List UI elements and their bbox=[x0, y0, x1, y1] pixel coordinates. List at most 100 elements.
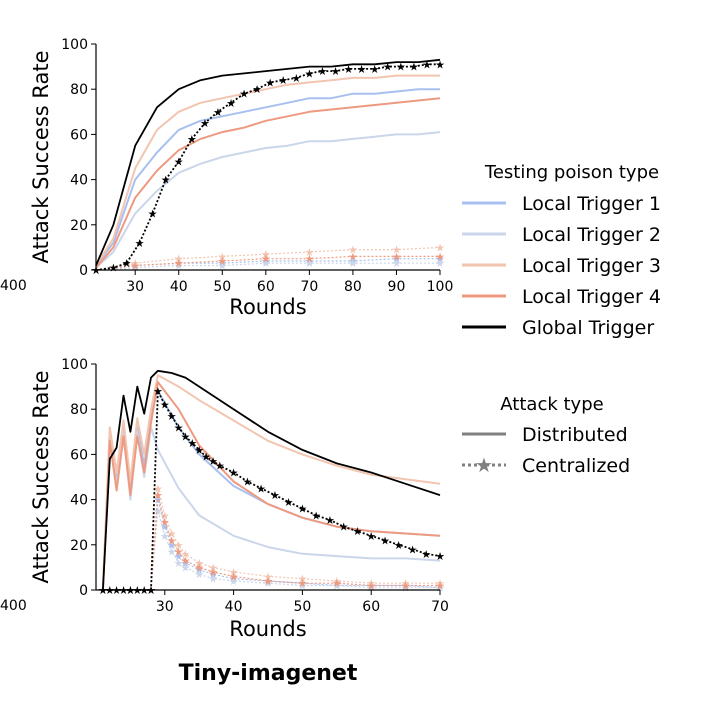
bottom-x-tick-label: 50 bbox=[293, 599, 311, 615]
bottom-point-global-trigger-centralized: ★ bbox=[167, 410, 177, 423]
bottom-point-local-trigger-3-centralized: ★ bbox=[208, 561, 218, 574]
top-point-local-trigger-2-centralized: ★ bbox=[261, 257, 271, 270]
top-point-global-trigger-centralized: ★ bbox=[383, 61, 393, 74]
poison-legend-label-global-trigger: Global Trigger bbox=[522, 317, 654, 339]
bottom-point-local-trigger-3-centralized: ★ bbox=[401, 577, 411, 590]
bottom-y-tick-label: 20 bbox=[70, 538, 88, 554]
bottom-point-local-trigger-4-centralized: ★ bbox=[160, 516, 170, 529]
top-point-local-trigger-2-centralized: ★ bbox=[304, 257, 314, 270]
top-point-local-trigger-3-centralized: ★ bbox=[130, 257, 140, 270]
poison-legend-label-local-trigger-4: Local Trigger 4 bbox=[522, 286, 661, 308]
bottom-point-global-trigger-centralized: ★ bbox=[180, 430, 190, 443]
bottom-y-tick-label: 100 bbox=[61, 357, 88, 373]
bottom-point-global-trigger-centralized: ★ bbox=[435, 550, 445, 563]
bottom-point-local-trigger-2-centralized: ★ bbox=[174, 557, 184, 570]
bottom-plot-area: ★ ★ ★★★★★★★ ★ ★ ★ ★ ★ ★ ★ ★★ ★ ★★★★★★★ ★ ★ ★ ★ ★ ★ ★ ★★ ★ ★★★★… bbox=[98, 369, 445, 597]
poison-legend-label-local-trigger-2: Local Trigger 2 bbox=[522, 224, 661, 246]
bottom-y-ticks: 0 20 40 60 80 100 bbox=[61, 357, 96, 599]
top-point-global-trigger-centralized: ★ bbox=[344, 63, 354, 76]
top-point-local-trigger-3-centralized: ★ bbox=[348, 244, 358, 257]
bottom-point-local-trigger-4-centralized: ★ bbox=[194, 561, 204, 574]
top-point-global-trigger-centralized: ★ bbox=[422, 58, 432, 71]
top-line-local-trigger-4-distributed bbox=[95, 97, 441, 269]
bottom-y-tick-label: 40 bbox=[70, 493, 88, 509]
top-point-global-trigger-centralized: ★ bbox=[317, 65, 327, 78]
centralized-star-icon: ★ bbox=[475, 453, 493, 477]
bottom-point-local-trigger-3-centralized: ★ bbox=[229, 566, 239, 579]
bottom-point-global-trigger-centralized: ★ bbox=[194, 444, 204, 457]
bottom-x-tick-label: 40 bbox=[225, 599, 243, 615]
top-x-tick-label: 40 bbox=[170, 279, 188, 295]
top-point-global-trigger-centralized: ★ bbox=[239, 88, 249, 101]
bottom-point-local-trigger-2-centralized: ★ bbox=[366, 582, 376, 595]
centralized-legend-label: Centralized bbox=[522, 455, 630, 477]
bottom-point-local-trigger-4-centralized: ★ bbox=[435, 580, 445, 593]
bottom-point-local-trigger-3-centralized: ★ bbox=[180, 548, 190, 561]
bottom-point-global-trigger-centralized: ★ bbox=[153, 385, 163, 398]
bottom-point-global-trigger-centralized: ★ bbox=[174, 421, 184, 434]
top-point-local-trigger-3-centralized: ★ bbox=[435, 241, 445, 254]
top-point-local-trigger-2-centralized: ★ bbox=[217, 260, 227, 273]
top-point-global-trigger-centralized: ★ bbox=[435, 58, 445, 71]
bottom-x-tick-label: 70 bbox=[431, 599, 449, 615]
top-y-ticks: 0 20 40 60 80 100 bbox=[61, 37, 96, 279]
top-y-tick-label: 40 bbox=[70, 173, 88, 189]
bottom-point-local-trigger-3-centralized: ★ bbox=[167, 528, 177, 541]
bottom-point-local-trigger-3-centralized: ★ bbox=[160, 509, 170, 522]
top-point-local-trigger-1-centralized: ★ bbox=[174, 257, 184, 270]
top-point-global-trigger-centralized: ★ bbox=[213, 106, 223, 119]
top-point-global-trigger-centralized: ★ bbox=[226, 97, 236, 110]
bottom-line-local-trigger-4-distributed bbox=[101, 381, 441, 591]
bottom-point-local-trigger-4-centralized: ★ bbox=[401, 580, 411, 593]
top-point-global-trigger-centralized: ★ bbox=[174, 156, 184, 169]
bottom-point-local-trigger-4-centralized: ★ bbox=[167, 534, 177, 547]
top-point-local-trigger-3-centralized: ★ bbox=[174, 253, 184, 266]
bottom-y-tick-label: 60 bbox=[70, 447, 88, 463]
bottom-point-local-trigger-3-centralized: ★ bbox=[297, 573, 307, 586]
top-x-tick-label: 100 bbox=[427, 279, 454, 295]
figure-title: Tiny-imagenet bbox=[179, 661, 358, 686]
bottom-point-local-trigger-2-centralized: ★ bbox=[180, 561, 190, 574]
top-point-global-trigger-centralized: ★ bbox=[304, 67, 314, 80]
bottom-point-local-trigger-3-centralized: ★ bbox=[332, 575, 342, 588]
top-point-global-trigger-centralized: ★ bbox=[252, 83, 262, 96]
top-series-local-trigger-1-distributed bbox=[95, 88, 440, 267]
top-point-global-trigger-centralized: ★ bbox=[265, 76, 275, 89]
bottom-point-local-trigger-3-centralized: ★ bbox=[174, 539, 184, 552]
bottom-point-local-trigger-4-centralized: ★ bbox=[332, 577, 342, 590]
bottom-point-local-trigger-1-centralized: ★ bbox=[160, 521, 170, 534]
top-point-global-trigger-centralized: ★ bbox=[161, 174, 171, 187]
bottom-point-global-trigger-centralized: ★ bbox=[160, 399, 170, 412]
top-point-local-trigger-3-centralized: ★ bbox=[217, 250, 227, 263]
distributed-legend-label: Distributed bbox=[522, 424, 628, 446]
bottom-point-local-trigger-2-centralized: ★ bbox=[263, 577, 273, 590]
bottom-point-local-trigger-1-centralized: ★ bbox=[167, 539, 177, 552]
bottom-y-tick-label: 80 bbox=[70, 402, 88, 418]
bottom-point-local-trigger-3-centralized: ★ bbox=[153, 482, 163, 495]
bottom-point-local-trigger-4-centralized: ★ bbox=[297, 577, 307, 590]
bottom-point-local-trigger-4-centralized: ★ bbox=[208, 566, 218, 579]
bottom-point-local-trigger-4-centralized: ★ bbox=[229, 570, 239, 583]
bottom-point-local-trigger-2-centralized: ★ bbox=[160, 530, 170, 543]
bottom-x-ticks: 30 40 50 60 70 bbox=[156, 590, 449, 615]
bottom-point-global-trigger-centralized: ★ bbox=[215, 460, 225, 473]
top-point-local-trigger-4-centralized: ★ bbox=[261, 253, 271, 266]
bottom-x-axis-label: Rounds bbox=[229, 617, 306, 641]
top-point-global-trigger-centralized: ★ bbox=[396, 61, 406, 74]
top-series-local-trigger-2-distributed bbox=[95, 131, 441, 269]
bottom-line-local-trigger-3-distributed bbox=[101, 374, 441, 591]
bottom-point-local-trigger-1-centralized: ★ bbox=[332, 580, 342, 593]
top-x-tick-label: 50 bbox=[213, 279, 231, 295]
bottom-point-local-trigger-3-centralized: ★ bbox=[194, 557, 204, 570]
bottom-point-global-trigger-centralized: ★ bbox=[421, 548, 431, 561]
bottom-point-local-trigger-1-centralized: ★ bbox=[174, 550, 184, 563]
top-point-local-trigger-4-centralized: ★ bbox=[130, 260, 140, 273]
poison-legend-label-local-trigger-1: Local Trigger 1 bbox=[522, 193, 661, 215]
top-series-global-trigger-distributed bbox=[95, 58, 441, 266]
bottom-point-global-trigger-centralized: ★ bbox=[270, 489, 280, 502]
poison-legend-entries: Local Trigger 1 Local Trigger 2 Local Trig… bbox=[462, 193, 661, 339]
top-point-global-trigger-centralized: ★ bbox=[200, 117, 210, 130]
top-y-tick-label: 20 bbox=[70, 218, 88, 234]
bottom-line-global-trigger-distributed bbox=[102, 369, 441, 591]
